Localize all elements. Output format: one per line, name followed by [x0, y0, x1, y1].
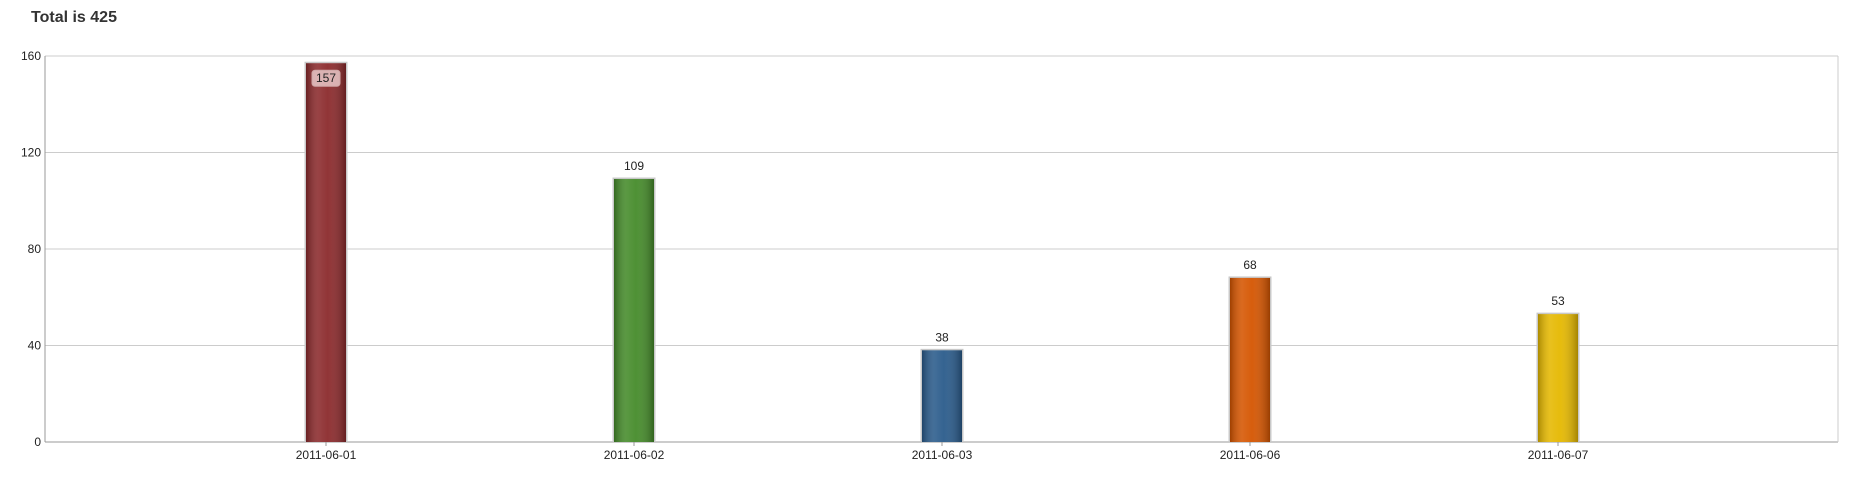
bar-shine — [1538, 314, 1578, 442]
x-tick-label: 2011-06-02 — [604, 448, 665, 462]
data-label-box — [311, 69, 341, 87]
y-tick-label: 80 — [28, 242, 42, 256]
data-label: 38 — [935, 330, 949, 344]
data-label: 68 — [1243, 258, 1257, 272]
x-tick-label: 2011-06-01 — [296, 448, 357, 462]
chart-title: Total is 425 — [31, 9, 117, 26]
labels: 0 40 80 120 160 2011-06-01 157 2011-06-02 109 201… — [21, 49, 1589, 462]
x-tick-label: 2011-06-07 — [1528, 448, 1589, 462]
bar-shine — [1230, 277, 1270, 442]
y-tick-label: 40 — [28, 339, 42, 353]
data-label: 157 — [316, 71, 336, 85]
bars — [304, 61, 1580, 443]
bar-shine — [922, 350, 962, 442]
y-tick-label: 120 — [21, 146, 41, 160]
bar-shine — [306, 63, 346, 443]
data-label: 53 — [1551, 294, 1565, 308]
y-tick-label: 0 — [34, 435, 41, 449]
bar-shine — [614, 179, 654, 442]
x-tick-label: 2011-06-06 — [1220, 448, 1281, 462]
y-tick-label: 160 — [21, 49, 41, 63]
data-label: 109 — [624, 159, 644, 173]
x-tick-label: 2011-06-03 — [912, 448, 973, 462]
